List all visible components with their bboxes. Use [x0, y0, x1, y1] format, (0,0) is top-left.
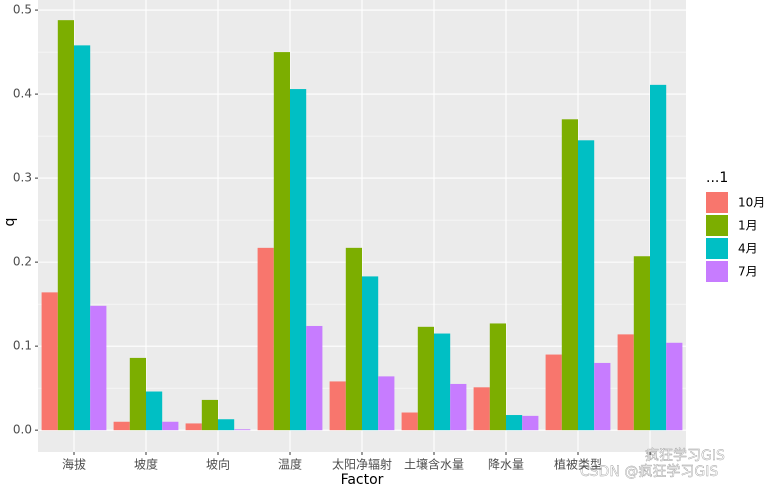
bar [561, 119, 578, 431]
x-tick-label: 坡向 [206, 457, 230, 472]
bar [273, 52, 290, 431]
bar [90, 305, 107, 431]
bar [417, 326, 434, 431]
x-tick-label: 海拔 [62, 457, 86, 472]
legend-key [706, 215, 728, 236]
legend-title: ...1 [706, 170, 728, 186]
y-tick-label: 0.0 [13, 423, 32, 437]
legend-label: 1月 [738, 219, 758, 233]
bar [617, 334, 634, 431]
legend-key [706, 238, 728, 259]
bar [594, 362, 611, 431]
y-tick-label: 0.5 [13, 3, 32, 17]
x-tick-label: 植被类型 [554, 457, 602, 472]
x-axis-title: Factor [341, 472, 384, 488]
legend-key [706, 192, 728, 213]
bar [434, 333, 451, 431]
legend-label: 10月 [738, 196, 765, 210]
x-tick-label: 太阳净辐射 [332, 457, 392, 472]
bars [41, 20, 683, 431]
bar [41, 292, 58, 431]
y-tick-label: 0.2 [13, 255, 32, 269]
bar [201, 399, 218, 431]
bar [545, 354, 562, 431]
bar [257, 247, 274, 431]
bar [473, 387, 490, 431]
bar [185, 423, 202, 431]
watermark: CSDN @疯狂学习GIS [580, 464, 718, 480]
bar [666, 342, 683, 431]
bar [522, 415, 539, 431]
legend-key [706, 261, 728, 282]
bar [378, 376, 395, 431]
bar [362, 276, 379, 431]
bar [650, 84, 667, 431]
bar [146, 391, 163, 431]
x-tick-label: 土壤含水量 [404, 457, 464, 472]
bar [113, 421, 130, 431]
watermark: 疯狂学习GIS [645, 448, 725, 464]
bar [129, 357, 146, 431]
y-tick-label: 0.4 [13, 87, 32, 101]
bar [633, 256, 650, 431]
x-tick-label: 降水量 [488, 458, 524, 472]
bar [218, 419, 235, 431]
bar [74, 45, 91, 431]
y-tick-label: 0.1 [13, 339, 32, 353]
legend-label: 7月 [738, 265, 758, 279]
bar [329, 381, 346, 431]
bar [162, 421, 179, 431]
bar [489, 323, 506, 431]
x-tick-label: 温度 [278, 457, 302, 472]
bar [57, 20, 74, 431]
bar [401, 412, 418, 431]
bar [234, 429, 251, 431]
bar [290, 89, 307, 431]
bar [578, 140, 595, 431]
y-tick-label: 0.3 [13, 171, 32, 185]
y-axis-title: q [2, 218, 18, 227]
bar [306, 325, 323, 431]
legend-label: 4月 [738, 242, 758, 256]
bar [450, 383, 467, 431]
x-tick-label: 坡度 [134, 457, 158, 472]
bar [506, 415, 523, 431]
bar [345, 247, 362, 431]
